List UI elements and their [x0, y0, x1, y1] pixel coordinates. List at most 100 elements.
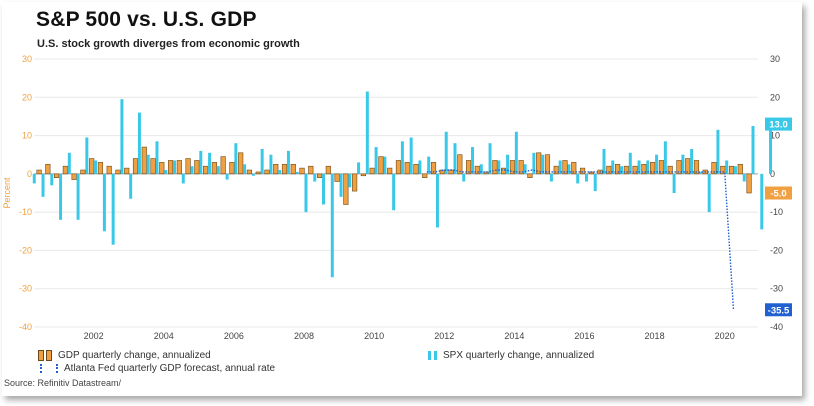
spx-bar: [690, 148, 694, 174]
gdp-bar: [571, 162, 577, 175]
spx-bar: [41, 173, 45, 197]
x-tick-label: 2010: [364, 331, 384, 341]
gdp-bar: [115, 169, 121, 175]
legend-swatch-gdp-2: [46, 350, 52, 361]
gdp-bar: [45, 163, 51, 175]
gdp-bar: [343, 173, 349, 205]
gdp-bar: [404, 162, 410, 175]
spx-bar: [567, 164, 571, 174]
atlanta-fed-line: [426, 169, 735, 310]
spx-bar: [330, 173, 334, 278]
spx-bar: [584, 173, 588, 182]
spx-bar: [769, 124, 773, 174]
gdp-bar: [746, 173, 752, 194]
gdp-bar: [299, 167, 305, 175]
spx-bar: [646, 160, 650, 174]
x-tick-label: 2008: [294, 331, 314, 341]
spx-bar: [760, 173, 764, 230]
spx-bar: [427, 156, 431, 174]
spx-bar: [400, 141, 404, 174]
spx-bar: [295, 171, 299, 174]
gdp-bar: [658, 160, 664, 175]
gdp-bar: [430, 162, 437, 175]
x-tick-label: 2018: [645, 331, 665, 341]
gdp-bar: [71, 173, 77, 180]
gdp-bar: [132, 158, 139, 175]
x-tick-label: 2012: [434, 331, 454, 341]
spx-bar: [164, 170, 168, 174]
gdp-bar: [422, 173, 428, 178]
spx-bar: [558, 160, 562, 174]
gdp-bar: [273, 163, 279, 175]
gdp-bar: [264, 169, 270, 175]
gdp-bar: [737, 163, 743, 175]
legend-swatch-gdp: [38, 350, 44, 361]
y-tick-label-right: -10: [770, 207, 783, 217]
spx-bar: [602, 148, 606, 174]
gdp-bar: [693, 160, 700, 175]
gdp-bar: [465, 160, 472, 175]
gdp-bar: [641, 163, 647, 175]
spx-bar: [269, 154, 273, 174]
gdp-bar: [36, 169, 42, 175]
callout-atlanta-fed-label: -35.5: [768, 305, 790, 316]
legend-swatch-spx: [428, 351, 431, 360]
spx-bar: [85, 137, 89, 174]
legend-label-spx: SPX quarterly change, annualized: [443, 350, 595, 361]
y-tick-label-left: -40: [19, 322, 32, 332]
gdp-bar: [378, 156, 384, 175]
gdp-bar: [579, 167, 586, 175]
spx-bar: [514, 131, 518, 174]
spx-bar: [32, 173, 36, 184]
gdp-bar: [685, 158, 691, 175]
spx-bar: [593, 173, 597, 192]
spx-bar: [181, 173, 185, 184]
gdp-bar: [369, 167, 375, 175]
spx-bar: [67, 152, 71, 174]
spx-bar: [120, 99, 124, 174]
spx-bar: [137, 112, 141, 174]
gdp-bar: [536, 152, 542, 175]
gdp-bar: [553, 165, 559, 175]
callout-gdp-box: [765, 186, 792, 200]
spx-bar: [129, 173, 133, 199]
gdp-bar: [623, 165, 629, 175]
spx-bar: [435, 173, 439, 228]
spx-bar: [322, 173, 326, 205]
y-tick-label-right: 10: [770, 131, 780, 141]
gdp-bar: [308, 165, 314, 175]
gdp-bar: [194, 160, 200, 175]
callout-spx-label: 13.0: [769, 120, 788, 131]
spx-bar: [50, 173, 54, 186]
legend-label-gdp: GDP quarterly change, annualized: [58, 350, 211, 361]
x-tick-label: 2014: [504, 331, 524, 341]
y-tick-label-left: 10: [22, 131, 32, 141]
chart-subtitle: U.S. stock growth diverges from economic…: [37, 38, 300, 50]
gdp-bar: [501, 167, 507, 175]
legend-item-spx: SPX quarterly change, annualized: [428, 350, 594, 361]
spx-bar: [278, 170, 282, 174]
spx-bar: [488, 143, 492, 174]
spx-bar: [146, 154, 150, 174]
x-tick-label: 2004: [154, 331, 174, 341]
spx-bar: [374, 147, 378, 174]
gdp-bar: [720, 165, 726, 175]
spx-bar: [523, 164, 527, 174]
gdp-bar: [632, 165, 638, 175]
y-tick-label-left: -20: [19, 245, 32, 255]
gdp-bar: [395, 160, 402, 175]
y-tick-label-right: 20: [770, 92, 780, 102]
gdp-bar: [544, 154, 551, 175]
callout-spx-box: [765, 117, 792, 131]
x-tick-label: 2006: [224, 331, 244, 341]
spx-bar: [681, 154, 685, 174]
spx-bar: [313, 173, 317, 182]
y-tick-label-left: 0: [27, 169, 32, 179]
gdp-bar: [80, 169, 86, 175]
spx-bar: [611, 160, 615, 174]
gdp-bar: [711, 162, 717, 175]
gdp-bar: [483, 171, 489, 175]
gdp-bar: [220, 156, 226, 175]
spx-bar: [225, 173, 229, 180]
spx-bar: [286, 150, 290, 174]
